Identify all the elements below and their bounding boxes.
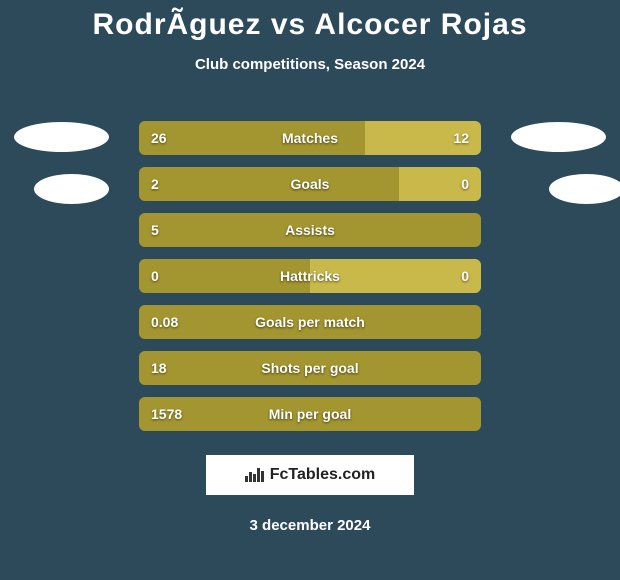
stat-row: 20Goals: [139, 167, 481, 201]
player-left-ellipse-2: [34, 174, 109, 204]
page-subtitle: Club competitions, Season 2024: [0, 56, 620, 73]
player-right-ellipse-2: [549, 174, 620, 204]
stat-row: 2612Matches: [139, 121, 481, 155]
date-text: 3 december 2024: [0, 517, 620, 534]
stats-container: 2612Matches 20Goals 5Assists 00Hattricks 0.0…: [0, 121, 620, 431]
stat-row: 1578Min per goal: [139, 397, 481, 431]
stat-label: Goals: [139, 167, 481, 201]
player-left-ellipse-1: [14, 122, 109, 152]
stat-row: 00Hattricks: [139, 259, 481, 293]
stat-row: 5Assists: [139, 213, 481, 247]
brand-badge: FcTables.com: [206, 455, 414, 495]
stat-label: Assists: [139, 213, 481, 247]
page-title: RodrÃ­guez vs Alcocer Rojas: [0, 0, 620, 42]
stat-row: 0.08Goals per match: [139, 305, 481, 339]
player-right-ellipse-1: [511, 122, 606, 152]
brand-text: FcTables.com: [270, 466, 376, 484]
stat-row: 18Shots per goal: [139, 351, 481, 385]
stat-label: Goals per match: [139, 305, 481, 339]
stat-label: Min per goal: [139, 397, 481, 431]
stat-label: Hattricks: [139, 259, 481, 293]
stat-label: Matches: [139, 121, 481, 155]
chart-icon: [245, 468, 264, 482]
stat-label: Shots per goal: [139, 351, 481, 385]
